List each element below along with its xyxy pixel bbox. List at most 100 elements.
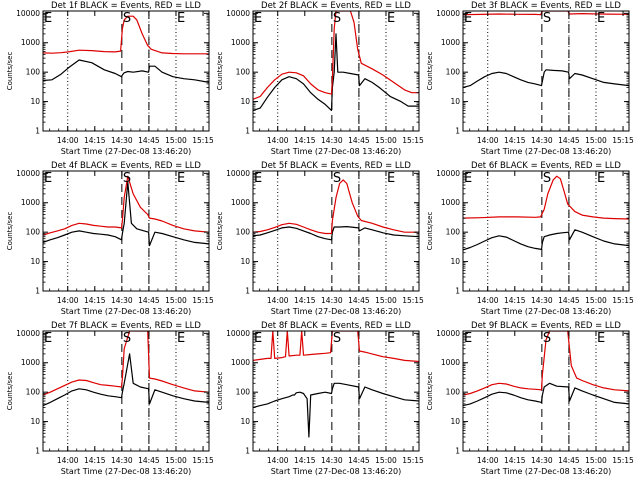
x-tick-label: 14:00 xyxy=(57,296,79,305)
series-group xyxy=(43,331,209,407)
x-tick-label: 14:15 xyxy=(84,296,106,305)
chart-panel-1: Det 1f BLACK = Events, RED = LLD 1 10 100 10… xyxy=(6,1,214,156)
time-marker-label: E xyxy=(387,171,395,186)
y-tick-label: 1 xyxy=(35,287,40,296)
y-tick-label: 1000 xyxy=(231,198,250,207)
y-tick-label: 10000 xyxy=(436,9,460,18)
y-tick-label: 100 xyxy=(236,68,251,77)
x-tick-label: 14:15 xyxy=(294,136,316,145)
x-tick-label: 14:30 xyxy=(531,136,553,145)
y-tick-label: 100 xyxy=(236,388,251,397)
x-tick-label: 15:00 xyxy=(585,136,607,145)
time-marker-label: S xyxy=(123,171,131,186)
y-tick-label: 10000 xyxy=(226,9,250,18)
x-tick-label: 15:00 xyxy=(375,456,397,465)
y-tick-label: 100 xyxy=(26,228,41,237)
panel-title: Det 4f BLACK = Events, RED = LLD xyxy=(51,161,201,171)
y-tick-label: 10000 xyxy=(16,329,40,338)
y-tick-label: 1 xyxy=(35,447,40,456)
series-group xyxy=(43,15,209,83)
plot-frame xyxy=(462,330,630,452)
x-tick-label: 14:00 xyxy=(57,456,79,465)
y-tick-label: 10000 xyxy=(226,169,250,178)
x-tick-label: 14:45 xyxy=(348,296,370,305)
y-tick-label: 10 xyxy=(240,417,250,426)
time-marker-label: E xyxy=(254,11,262,26)
y-axis-label: Counts/sec xyxy=(6,212,14,251)
y-axis-label: Counts/sec xyxy=(426,212,434,251)
x-tick-label: 14:30 xyxy=(111,136,133,145)
x-tick-label: 15:15 xyxy=(192,136,214,145)
y-tick-label: 100 xyxy=(236,228,251,237)
panel-title: Det 5f BLACK = Events, RED = LLD xyxy=(261,161,411,171)
x-tick-label: 15:15 xyxy=(612,136,634,145)
y-tick-label: 10000 xyxy=(226,329,250,338)
x-tick-label: 14:45 xyxy=(558,136,580,145)
y-tick-label: 100 xyxy=(446,228,461,237)
time-marker-label: E xyxy=(254,171,262,186)
plot-frame xyxy=(252,170,420,292)
series-lld-line xyxy=(43,331,209,396)
y-tick-label: 1000 xyxy=(441,358,460,367)
time-marker-label: E xyxy=(387,331,395,346)
series-group xyxy=(253,331,419,438)
series-events-line xyxy=(463,229,629,251)
time-marker-label: S xyxy=(543,331,551,346)
series-group xyxy=(463,175,629,251)
x-tick-label: 14:00 xyxy=(267,296,289,305)
y-tick-label: 10 xyxy=(450,257,460,266)
time-marker-label: S xyxy=(543,11,551,26)
time-marker-label: E xyxy=(597,11,605,26)
x-tick-label: 14:30 xyxy=(531,296,553,305)
time-marker-label: S xyxy=(123,331,131,346)
x-tick-label: 15:15 xyxy=(192,296,214,305)
series-events-line xyxy=(43,353,209,407)
x-tick-label: 14:00 xyxy=(477,296,499,305)
y-tick-label: 10 xyxy=(30,417,40,426)
x-axis-label: Start Time (27-Dec-08 13:46:20) xyxy=(271,307,402,316)
x-tick-label: 14:00 xyxy=(57,136,79,145)
panel-title: Det 8f BLACK = Events, RED = LLD xyxy=(261,321,411,331)
y-tick-label: 1000 xyxy=(441,38,460,47)
time-marker-label: E xyxy=(44,171,52,186)
x-tick-label: 14:45 xyxy=(558,456,580,465)
panel-title: Det 6f BLACK = Events, RED = LLD xyxy=(471,161,621,171)
time-marker-label: S xyxy=(543,171,551,186)
x-tick-label: 15:15 xyxy=(402,296,424,305)
chart-panel-9: Det 9f BLACK = Events, RED = LLD 1 10 100 10… xyxy=(426,321,634,476)
panel-title: Det 7f BLACK = Events, RED = LLD xyxy=(51,321,201,331)
plot-frame xyxy=(462,170,630,292)
y-tick-label: 10 xyxy=(30,97,40,106)
x-tick-label: 14:45 xyxy=(558,296,580,305)
x-axis-label: Start Time (27-Dec-08 13:46:20) xyxy=(481,307,612,316)
x-tick-label: 14:45 xyxy=(138,136,160,145)
time-marker-label: E xyxy=(464,331,472,346)
series-group xyxy=(253,11,419,111)
x-axis-label: Start Time (27-Dec-08 13:46:20) xyxy=(61,147,192,156)
x-tick-label: 14:15 xyxy=(504,296,526,305)
x-axis-label: Start Time (27-Dec-08 13:46:20) xyxy=(61,467,192,476)
x-axis-label: Start Time (27-Dec-08 13:46:20) xyxy=(61,307,192,316)
x-tick-label: 14:45 xyxy=(138,296,160,305)
chart-panel-5: Det 5f BLACK = Events, RED = LLD 1 10 100 10… xyxy=(216,161,424,316)
time-marker-label: E xyxy=(597,171,605,186)
series-events-line xyxy=(43,181,209,247)
series-group xyxy=(463,11,629,89)
time-marker-label: S xyxy=(333,171,341,186)
time-marker-label: E xyxy=(464,11,472,26)
x-tick-label: 15:00 xyxy=(585,456,607,465)
chart-panel-7: Det 7f BLACK = Events, RED = LLD 1 10 100 10… xyxy=(6,321,214,476)
y-tick-label: 100 xyxy=(446,68,461,77)
y-tick-label: 1 xyxy=(455,447,460,456)
y-tick-label: 1 xyxy=(455,287,460,296)
x-tick-label: 14:45 xyxy=(348,136,370,145)
x-tick-label: 14:30 xyxy=(111,296,133,305)
series-events-line xyxy=(43,59,209,83)
time-marker-label: E xyxy=(177,331,185,346)
time-marker-label: E xyxy=(387,11,395,26)
series-lld-line xyxy=(43,15,209,55)
y-tick-label: 1000 xyxy=(231,358,250,367)
x-tick-label: 14:15 xyxy=(504,136,526,145)
y-tick-label: 10000 xyxy=(436,329,460,338)
